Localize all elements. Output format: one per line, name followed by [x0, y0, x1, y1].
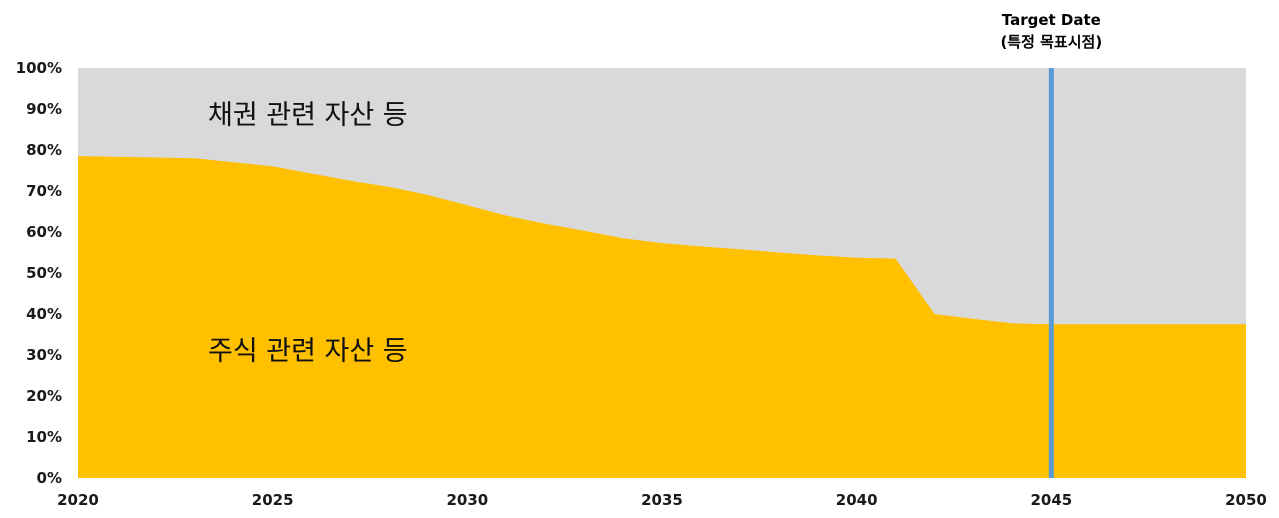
x-tick-label: 2025: [252, 491, 294, 509]
target-date-sublabel: (특정 목표시점): [1000, 33, 1102, 51]
y-tick-label: 80%: [26, 141, 62, 159]
y-tick-label: 40%: [26, 305, 62, 323]
x-tick-label: 2050: [1225, 491, 1267, 509]
y-tick-label: 70%: [26, 182, 62, 200]
y-tick-label: 20%: [26, 387, 62, 405]
x-tick-label: 2035: [641, 491, 683, 509]
y-tick-label: 90%: [26, 100, 62, 118]
target-date-label: Target Date: [1002, 11, 1101, 29]
y-axis-ticks: 0% 10% 20% 30% 40% 50% 60% 70% 80% 90% 100%: [16, 59, 62, 487]
x-axis-ticks: 2020 2025 2030 2035 2040 2045 2050: [57, 491, 1267, 509]
bond-area-label: 채권 관련 자산 등: [208, 100, 408, 131]
y-tick-label: 50%: [26, 264, 62, 282]
y-tick-label: 60%: [26, 223, 62, 241]
y-tick-label: 100%: [16, 59, 62, 77]
x-tick-label: 2045: [1030, 491, 1072, 509]
x-tick-label: 2020: [57, 491, 99, 509]
x-tick-label: 2030: [446, 491, 488, 509]
y-tick-label: 0%: [37, 469, 62, 487]
x-tick-label: 2040: [836, 491, 878, 509]
equity-area-label: 주식 관련 자산 등: [208, 336, 408, 367]
y-tick-label: 10%: [26, 428, 62, 446]
equity-area: [78, 156, 1246, 478]
y-tick-label: 30%: [26, 346, 62, 364]
